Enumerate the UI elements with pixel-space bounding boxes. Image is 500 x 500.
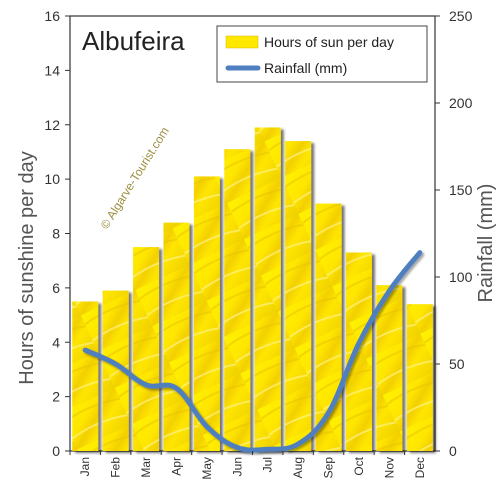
left-tick-label: 14 [44, 62, 60, 78]
rainfall-line [82, 250, 423, 453]
month-label-aug: Aug [291, 457, 305, 478]
right-tick-label: 100 [449, 269, 473, 285]
legend: Hours of sun per day Rainfall (mm) [216, 25, 428, 83]
sunshine-bar-oct [345, 252, 372, 451]
month-label-feb: Feb [109, 457, 123, 478]
right-tick-label: 0 [449, 443, 457, 459]
month-label-apr: Apr [169, 457, 183, 476]
legend-box [216, 25, 428, 83]
sunshine-bar-nov [376, 285, 403, 451]
right-tick-label: 250 [449, 8, 473, 24]
legend-swatch-sunshine [225, 35, 259, 49]
sunshine-bar-jan [72, 301, 99, 451]
plot-area [69, 15, 436, 452]
sunshine-bar-aug [285, 141, 312, 451]
month-label-mar: Mar [139, 457, 153, 478]
sunshine-bar-may [193, 176, 220, 451]
right-tick-label: 50 [449, 356, 465, 372]
sunshine-bar-mar [133, 247, 160, 451]
left-tick-label: 0 [52, 443, 60, 459]
x-axis: Jan Feb Mar Apr May Jun Jul Aug Sep Oct Nov Dec [69, 451, 427, 480]
sunshine-bars [72, 127, 433, 452]
sunshine-bar-dec [406, 304, 433, 451]
month-label-sep: Sep [322, 457, 336, 479]
chart-title: Albufeira [82, 26, 185, 56]
left-tick-label: 16 [44, 8, 60, 24]
right-tick-label: 200 [449, 95, 473, 111]
left-y-axis: 0 2 4 6 8 10 12 14 16 [44, 8, 70, 459]
legend-label-sunshine: Hours of sun per day [264, 34, 394, 50]
month-label-may: May [200, 457, 214, 480]
month-label-jan: Jan [78, 457, 92, 476]
left-tick-label: 10 [44, 171, 60, 187]
month-label-jul: Jul [261, 457, 275, 472]
month-label-nov: Nov [382, 457, 396, 478]
sunshine-bar-jul [254, 127, 281, 451]
month-label-jun: Jun [230, 457, 244, 476]
month-label-oct: Oct [352, 456, 366, 475]
legend-label-rainfall: Rainfall (mm) [264, 60, 347, 76]
right-y-axis: 0 50 100 150 200 250 [435, 8, 473, 459]
y2-axis-title: Rainfall (mm) [475, 184, 497, 303]
left-tick-label: 12 [44, 117, 60, 133]
sunshine-bar-apr [163, 222, 190, 452]
month-label-dec: Dec [413, 457, 427, 478]
rainfall-line-layer [82, 250, 423, 453]
left-tick-label: 4 [52, 334, 60, 350]
y-axis-title: Hours of sunshine per day [16, 151, 38, 384]
right-tick-label: 150 [449, 182, 473, 198]
left-tick-label: 8 [52, 226, 60, 242]
left-tick-label: 2 [52, 389, 60, 405]
left-tick-label: 6 [52, 280, 60, 296]
sunshine-bar-jun [224, 149, 251, 451]
